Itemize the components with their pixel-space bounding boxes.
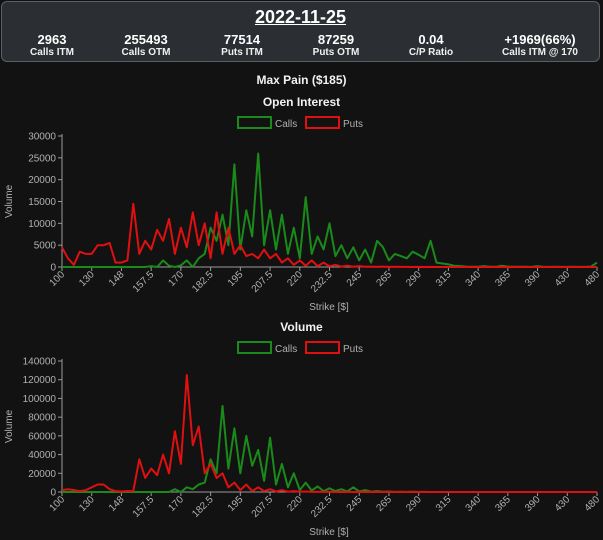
x-tick-label: 315: [434, 269, 454, 289]
open-interest-title: Open Interest: [262, 95, 341, 109]
x-tick-label: 170: [166, 494, 186, 514]
x-tick-label: 220: [285, 494, 305, 514]
x-tick-label: 245: [345, 494, 365, 514]
x-tick-label: 430: [553, 269, 573, 289]
max-pain-title: Max Pain ($185): [256, 73, 347, 87]
stat-label: C/P Ratio: [408, 47, 454, 58]
x-tick-label: 148: [107, 269, 127, 289]
x-tick-label: 232.5: [309, 494, 335, 520]
stat-puts-otm: 87259 Puts OTM: [281, 33, 391, 59]
stat-value: 2963: [37, 32, 67, 47]
stat-value: 255493: [124, 32, 168, 47]
x-tick-label: 232.5: [309, 269, 335, 295]
y-tick-label: 10000: [28, 219, 56, 230]
y-tick-label: 60000: [28, 431, 56, 442]
legend-swatch-calls: [237, 341, 272, 354]
x-tick-label: 207.5: [250, 494, 276, 520]
expiry-date: 2022-11-25: [254, 7, 347, 27]
y-tick-label: 30000: [28, 132, 56, 143]
series-line-calls: [62, 152, 598, 268]
y-tick-label: 25000: [28, 153, 56, 164]
x-tick-label: 365: [493, 269, 513, 289]
series-line-puts: [61, 374, 597, 493]
legend-label-calls: Calls: [275, 344, 297, 355]
x-axis-title: Strike [$]: [309, 527, 349, 538]
volume-title: Volume: [280, 320, 323, 334]
y-axis-title: Volume: [4, 409, 15, 443]
x-tick-label: 390: [523, 494, 543, 514]
x-tick-label: 480: [583, 494, 603, 514]
x-tick-label: 220: [285, 269, 305, 289]
y-axis-title: Volume: [4, 184, 15, 218]
stat-label: Calls ITM: [30, 47, 74, 58]
legend-label-puts: Puts: [343, 119, 363, 130]
stat-label: Calls ITM @ 170: [502, 47, 578, 58]
x-tick-label: 245: [345, 269, 365, 289]
stat-label: Calls OTM: [121, 47, 171, 58]
series-line-puts: [61, 202, 597, 268]
x-tick-label: 195: [226, 269, 246, 289]
stat-calls-itm-at-170: +1969(66%) Calls ITM @ 170: [485, 33, 595, 59]
stat-cp-ratio: 0.04 C/P Ratio: [376, 33, 486, 59]
x-tick-label: 182.5: [190, 269, 216, 295]
stat-value: +1969(66%): [504, 32, 576, 47]
legend-label-calls: Calls: [275, 119, 297, 130]
stat-label: Puts OTM: [312, 47, 360, 58]
open-interest-chart: Calls Puts 0 5000 10000 15000 20000 25000 30000 V…: [4, 116, 603, 313]
x-tick-label: 195: [226, 494, 246, 514]
series-line-calls: [62, 404, 597, 493]
x-tick-label: 340: [464, 494, 484, 514]
y-tick-label: 5000: [34, 241, 57, 252]
x-tick-label: 207.5: [250, 269, 276, 295]
stat-calls-otm: 255493 Calls OTM: [91, 33, 201, 59]
y-tick-label: 120000: [23, 375, 57, 386]
y-tick-label: 100000: [23, 394, 57, 405]
stat-puts-itm: 77514 Puts ITM: [187, 33, 297, 59]
y-tick-label: 0: [50, 488, 56, 499]
y-tick-label: 140000: [23, 357, 57, 368]
x-tick-label: 365: [493, 494, 513, 514]
stat-label: Puts ITM: [221, 47, 263, 58]
chart-legend: Calls Puts: [237, 116, 363, 130]
y-tick-label: 15000: [28, 197, 56, 208]
y-tick-label: 20000: [28, 469, 56, 480]
x-tick-label: 182.5: [190, 494, 216, 520]
stat-value: 77514: [223, 32, 261, 47]
x-tick-label: 390: [523, 269, 543, 289]
x-tick-label: 430: [553, 494, 573, 514]
y-tick-label: 0: [50, 263, 56, 274]
x-tick-label: 290: [404, 494, 424, 514]
stat-calls-itm: 2963 Calls ITM: [0, 33, 107, 59]
x-tick-label: 480: [583, 269, 603, 289]
legend-swatch-calls: [237, 116, 272, 129]
x-tick-label: 340: [464, 269, 484, 289]
legend-swatch-puts: [305, 341, 340, 354]
legend-label-puts: Puts: [343, 344, 363, 355]
x-axis-title: Strike [$]: [309, 302, 349, 313]
x-tick-label: 157.5: [131, 494, 157, 520]
x-tick-label: 315: [434, 494, 454, 514]
legend-swatch-puts: [305, 116, 340, 129]
stat-value: 0.04: [418, 32, 444, 47]
x-tick-label: 130: [77, 269, 97, 289]
x-tick-label: 157.5: [131, 269, 157, 295]
chart-legend: Calls Puts: [237, 341, 363, 355]
stat-value: 87259: [317, 32, 355, 47]
y-tick-label: 80000: [28, 413, 56, 424]
x-tick-label: 170: [166, 269, 186, 289]
x-tick-label: 265: [374, 269, 394, 289]
x-tick-label: 148: [107, 494, 127, 514]
y-tick-label: 20000: [28, 175, 56, 186]
x-tick-label: 265: [374, 494, 394, 514]
y-tick-label: 40000: [28, 450, 56, 461]
volume-chart: Calls Puts 0 20000 40000 60000 80000 100000 1200…: [4, 341, 603, 538]
x-tick-label: 290: [404, 269, 424, 289]
summary-header: 2022-11-25 2963 Calls ITM 255493 Calls O…: [1, 1, 600, 62]
x-tick-label: 130: [77, 494, 97, 514]
